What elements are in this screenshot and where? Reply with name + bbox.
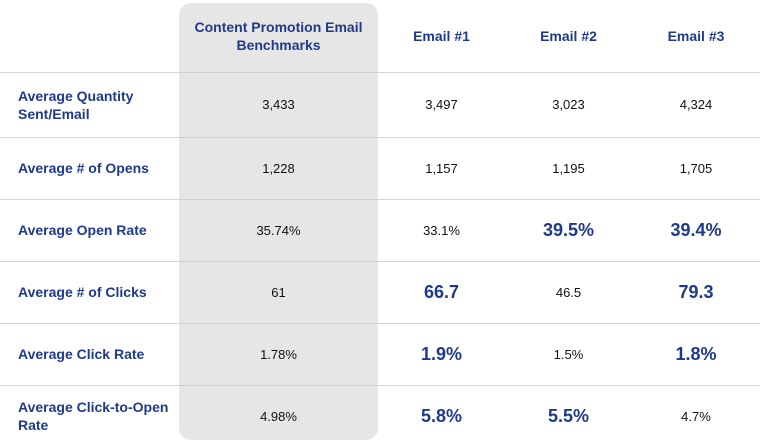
table-row: Average Click-to-Open Rate 4.98% 5.8% 5.… <box>0 384 760 447</box>
email-3-value: 4,324 <box>632 71 760 137</box>
email-3-value: 39.4% <box>632 198 760 261</box>
email-2-value: 3,023 <box>505 71 632 137</box>
benchmark-value: 61 <box>179 260 378 323</box>
email-2-value: 1.5% <box>505 322 632 385</box>
email-1-value: 1.9% <box>378 322 505 385</box>
benchmark-value: 4.98% <box>179 384 378 447</box>
header-email-1: Email #1 <box>413 27 470 44</box>
row-label: Average Click-to-Open Rate <box>0 384 179 447</box>
row-label: Average Quantity Sent/Email <box>0 71 179 137</box>
table-row: Average # of Clicks 61 66.7 46.5 79.3 <box>0 260 760 323</box>
email-1-value: 3,497 <box>378 71 505 137</box>
email-3-value: 79.3 <box>632 260 760 323</box>
header-row: Content Promotion Email Benchmarks Email… <box>0 0 760 72</box>
email-2-value: 5.5% <box>505 384 632 447</box>
email-1-value: 66.7 <box>378 260 505 323</box>
row-label: Average # of Opens <box>0 136 179 199</box>
email-1-value: 1,157 <box>378 136 505 199</box>
header-email-2: Email #2 <box>540 27 597 44</box>
table-row: Average Click Rate 1.78% 1.9% 1.5% 1.8% <box>0 322 760 385</box>
email-1-value: 33.1% <box>378 198 505 261</box>
table-row: Average Quantity Sent/Email 3,433 3,497 … <box>0 71 760 137</box>
row-label: Average # of Clicks <box>0 260 179 323</box>
email-2-value: 46.5 <box>505 260 632 323</box>
email-1-value: 5.8% <box>378 384 505 447</box>
table-row: Average # of Opens 1,228 1,157 1,195 1,7… <box>0 136 760 199</box>
table-row: Average Open Rate 35.74% 33.1% 39.5% 39.… <box>0 198 760 261</box>
email-3-value: 1,705 <box>632 136 760 199</box>
email-3-value: 1.8% <box>632 322 760 385</box>
email-2-value: 39.5% <box>505 198 632 261</box>
benchmark-value: 35.74% <box>179 198 378 261</box>
benchmark-value: 3,433 <box>179 71 378 137</box>
header-benchmark: Content Promotion Email Benchmarks <box>194 18 363 53</box>
benchmark-value: 1,228 <box>179 136 378 199</box>
email-2-value: 1,195 <box>505 136 632 199</box>
row-label: Average Open Rate <box>0 198 179 261</box>
email-3-value: 4.7% <box>632 384 760 447</box>
benchmark-value: 1.78% <box>179 322 378 385</box>
header-email-3: Email #3 <box>667 27 725 44</box>
header-corner-empty <box>0 0 179 72</box>
row-label: Average Click Rate <box>0 322 179 385</box>
